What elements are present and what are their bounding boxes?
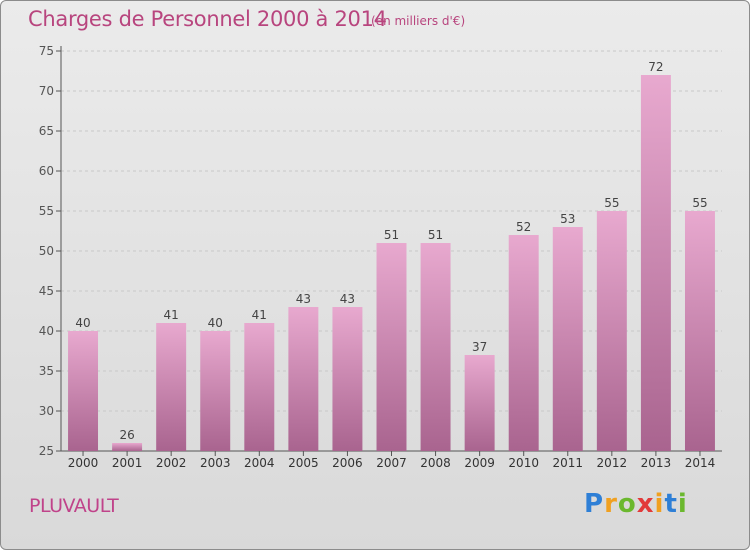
y-tick-label: 60 [39, 164, 54, 178]
data-label: 52 [516, 220, 531, 234]
x-tick-label: 2010 [508, 456, 539, 470]
x-tick-label: 2013 [641, 456, 672, 470]
x-tick-label: 2006 [332, 456, 363, 470]
bar [508, 235, 539, 451]
y-tick-label: 75 [39, 44, 54, 58]
x-tick-label: 2005 [288, 456, 319, 470]
logo-letter: x [636, 489, 655, 519]
logo-letter: P [584, 489, 605, 519]
x-tick-label: 2009 [464, 456, 495, 470]
data-label: 55 [604, 196, 619, 210]
logo-letter: r [604, 489, 618, 519]
chart-subtitle: (en milliers d'€) [371, 14, 466, 28]
chart-title: Charges de Personnel 2000 à 2014 [28, 7, 387, 31]
y-tick-label: 55 [39, 204, 54, 218]
data-label: 51 [384, 228, 399, 242]
x-tick-label: 2000 [68, 456, 99, 470]
y-tick-label: 65 [39, 124, 54, 138]
y-tick-label: 25 [39, 444, 54, 458]
bar [288, 307, 319, 451]
x-tick-label: 2003 [200, 456, 231, 470]
bar [68, 331, 99, 451]
bar [420, 243, 451, 451]
y-tick-label: 50 [39, 244, 54, 258]
data-label: 43 [296, 292, 311, 306]
data-label: 26 [119, 428, 134, 442]
bars [68, 75, 715, 451]
bar [376, 243, 407, 451]
data-label: 53 [560, 212, 575, 226]
data-label: 40 [208, 316, 223, 330]
bar [244, 323, 275, 451]
data-label: 72 [648, 60, 663, 74]
x-tick-label: 2007 [376, 456, 407, 470]
data-labels: 40 26 41 40 41 43 43 51 51 37 52 53 55 72 55 [75, 60, 707, 442]
data-label: 41 [164, 308, 179, 322]
bar [464, 355, 495, 451]
data-label: 41 [252, 308, 267, 322]
bar [640, 75, 671, 451]
commune-name: PLUVAULT [29, 495, 119, 517]
data-label: 51 [428, 228, 443, 242]
bar [156, 323, 187, 451]
data-label: 40 [75, 316, 90, 330]
x-tick-label: 2012 [597, 456, 628, 470]
logo-letter: i [654, 489, 665, 519]
x-tick-label: 2004 [244, 456, 275, 470]
x-tick-label: 2002 [156, 456, 187, 470]
logo-letter: o [617, 489, 637, 519]
data-label: 43 [340, 292, 355, 306]
bar [596, 211, 627, 451]
y-tick-label: 35 [39, 364, 54, 378]
y-tick-label: 70 [39, 84, 54, 98]
bar [112, 443, 143, 451]
bar [684, 211, 715, 451]
y-tick-label: 45 [39, 284, 54, 298]
bar [200, 331, 231, 451]
y-tick-label: 30 [39, 404, 54, 418]
data-label: 55 [692, 196, 707, 210]
bar [552, 227, 583, 451]
x-tick-label: 2011 [552, 456, 583, 470]
x-tick-label: 2014 [685, 456, 716, 470]
logo-letter: i [677, 489, 688, 519]
y-tick-label: 40 [39, 324, 54, 338]
x-tick-label: 2001 [112, 456, 143, 470]
x-tick-label: 2008 [420, 456, 451, 470]
bar [332, 307, 363, 451]
data-label: 37 [472, 340, 487, 354]
logo-letter: t [664, 489, 678, 519]
proxiti-logo: Proxiti [584, 489, 688, 519]
